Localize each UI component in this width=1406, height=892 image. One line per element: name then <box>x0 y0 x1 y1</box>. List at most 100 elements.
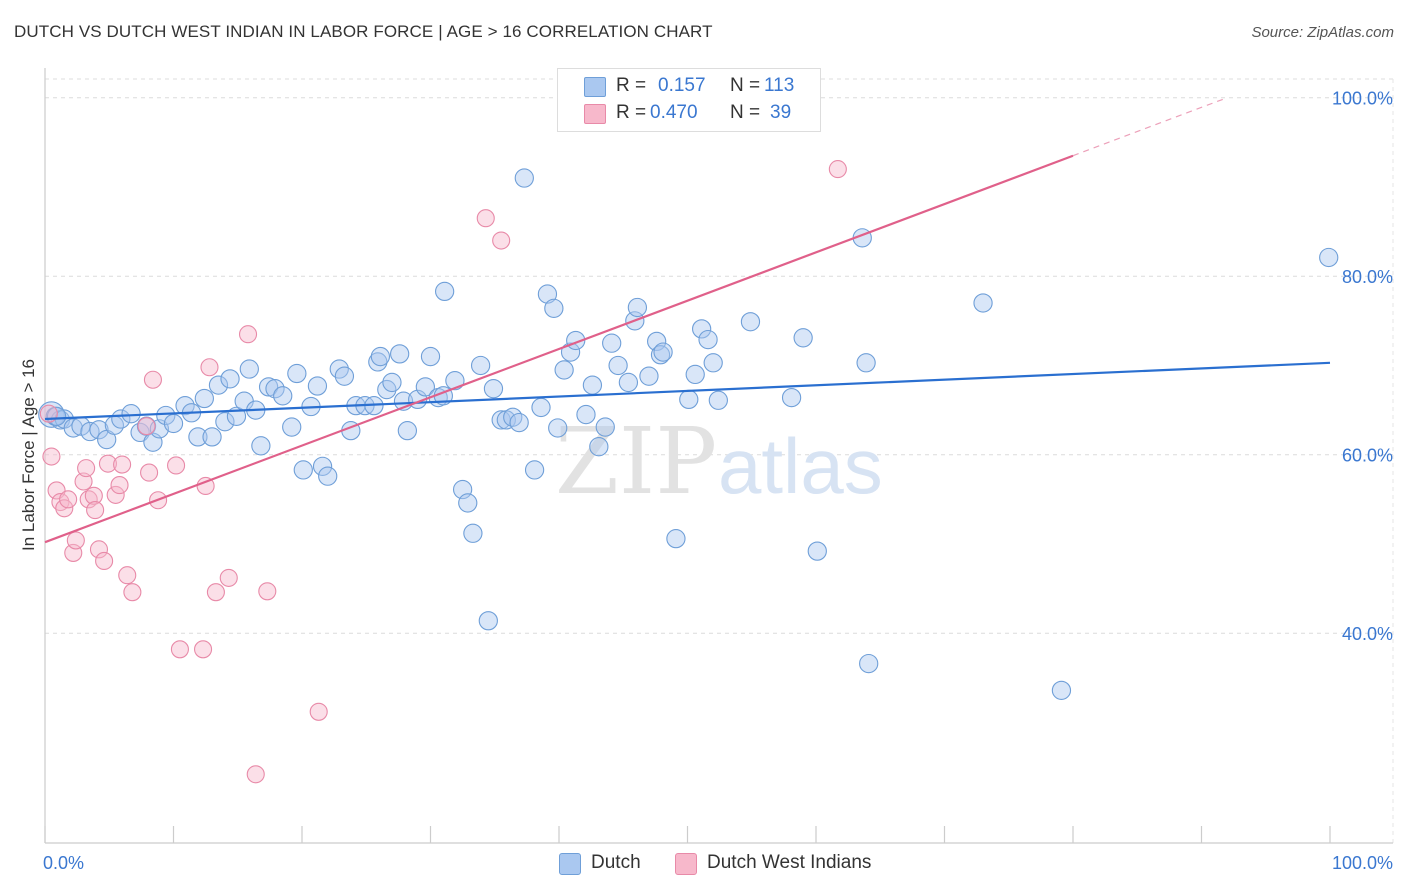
dutch-west-indians-point <box>79 490 98 509</box>
x-tick-label: 0.0% <box>43 853 84 873</box>
dutch-west-indians-point <box>200 358 219 377</box>
dutch-point <box>793 328 813 348</box>
dutch-west-indians-point <box>143 370 162 389</box>
dutch-west-indians-trend-line-extension <box>1072 97 1228 157</box>
dutch-west-indians-point <box>170 640 189 659</box>
dutch-point <box>156 405 176 426</box>
dutch-swatch <box>559 853 581 875</box>
dutch-point <box>548 418 568 438</box>
dutch-point <box>188 427 208 447</box>
dutch-point <box>318 466 338 486</box>
dutch-west-indians-point <box>74 472 93 491</box>
chart-source: Source: ZipAtlas.com <box>1251 24 1394 41</box>
dutch-west-indians-point <box>246 765 265 784</box>
n-label: N = <box>730 75 761 96</box>
r-label: R = <box>616 75 647 96</box>
dutch-west-indians-swatch <box>675 853 697 875</box>
dutch-west-indians-point <box>492 231 511 250</box>
dutch-west-indians-point <box>238 325 258 344</box>
dutch-point <box>807 541 827 561</box>
y-tick-label: 40.0% <box>1342 624 1393 644</box>
dutch-point <box>1319 247 1339 268</box>
dutch-point <box>220 369 240 389</box>
dutch-point <box>370 346 391 367</box>
dutch-point <box>251 436 271 456</box>
dutch-point <box>618 372 639 393</box>
dutch-point <box>239 359 259 379</box>
points-layer <box>38 160 1339 784</box>
dutch-point <box>608 355 628 376</box>
dutch-point <box>312 456 333 476</box>
dutch-west-indians-point <box>84 486 103 505</box>
dutch-point <box>685 364 705 385</box>
dutch-point <box>595 417 615 437</box>
stats-legend: R = 0.157 N = 113 R = 0.470 N = 39 <box>557 68 821 132</box>
dutch-point <box>602 333 622 353</box>
y-axis-label: In Labor Force | Age > 16 <box>19 359 38 551</box>
dutch-west-indians-point <box>77 459 96 478</box>
dutch-point <box>703 353 723 373</box>
dutch-west-indians-point <box>118 566 137 585</box>
dutch-point <box>121 404 141 424</box>
dutch-point <box>859 653 879 674</box>
y-tick-label: 60.0% <box>1342 446 1393 466</box>
r-label: R = <box>616 102 647 123</box>
y-tick-label: 100.0% <box>1332 89 1393 109</box>
dutch-point <box>509 412 529 433</box>
dutch-point <box>973 293 993 313</box>
dutch-west-indians-point <box>194 640 213 659</box>
dutch-point <box>258 377 279 397</box>
dutch-point <box>582 375 603 395</box>
dutch-west-indians-point <box>219 568 238 587</box>
dutch-point <box>666 528 686 549</box>
dutch-west-indians-point <box>206 583 225 602</box>
dutch-west-indians-point <box>123 583 142 602</box>
dutch-point <box>781 387 802 408</box>
dutch-west-indians-point <box>258 582 277 601</box>
dutch-point <box>458 493 478 513</box>
dutch-west-indians-point <box>828 160 847 179</box>
dutch-point <box>368 352 388 372</box>
dutch-west-indians-point <box>167 456 186 475</box>
dutch-point <box>650 345 671 365</box>
dutch-point <box>265 379 285 399</box>
dutch-point <box>537 284 558 304</box>
dutch-west-indians-point <box>42 447 61 466</box>
dutch-point <box>202 427 222 447</box>
dutch-point <box>524 460 545 480</box>
dutch-west-indians-point <box>106 485 125 504</box>
n-value: 113 <box>764 75 795 96</box>
dutch-swatch <box>584 77 606 97</box>
dutch-point <box>531 397 551 418</box>
n-value: 39 <box>770 102 792 123</box>
dutch-west-indians-trend-line <box>44 154 1074 544</box>
dutch-west-indians-point <box>95 551 114 570</box>
dutch-trend-line <box>44 361 1331 421</box>
dutch-point <box>554 360 574 380</box>
dutch-point <box>470 355 491 376</box>
dutch-point <box>708 390 728 410</box>
dutch-point <box>307 376 328 396</box>
dutch-point <box>208 375 229 395</box>
dutch-point <box>420 346 441 367</box>
legend-label: Dutch West Indians <box>707 852 872 873</box>
r-value: 0.470 <box>650 102 698 123</box>
dutch-west-indians-point <box>89 540 109 559</box>
trend-layer <box>44 97 1331 544</box>
dutch-point <box>560 342 581 362</box>
dutch-west-indians-point <box>66 531 85 550</box>
dutch-west-indians-point <box>309 702 328 721</box>
dutch-point <box>576 404 596 425</box>
dutch-point <box>627 297 648 318</box>
dutch-point <box>282 417 302 437</box>
dutch-west-indians-point <box>113 455 132 474</box>
dutch-west-indians-swatch <box>584 104 606 124</box>
dutch-point <box>194 388 214 409</box>
dutch-point <box>653 342 673 362</box>
watermark: atlas <box>718 422 883 510</box>
dutch-point <box>334 366 355 386</box>
dutch-point <box>445 371 465 391</box>
dutch-west-indians-point <box>59 490 78 509</box>
watermark: ZIP <box>555 408 717 515</box>
